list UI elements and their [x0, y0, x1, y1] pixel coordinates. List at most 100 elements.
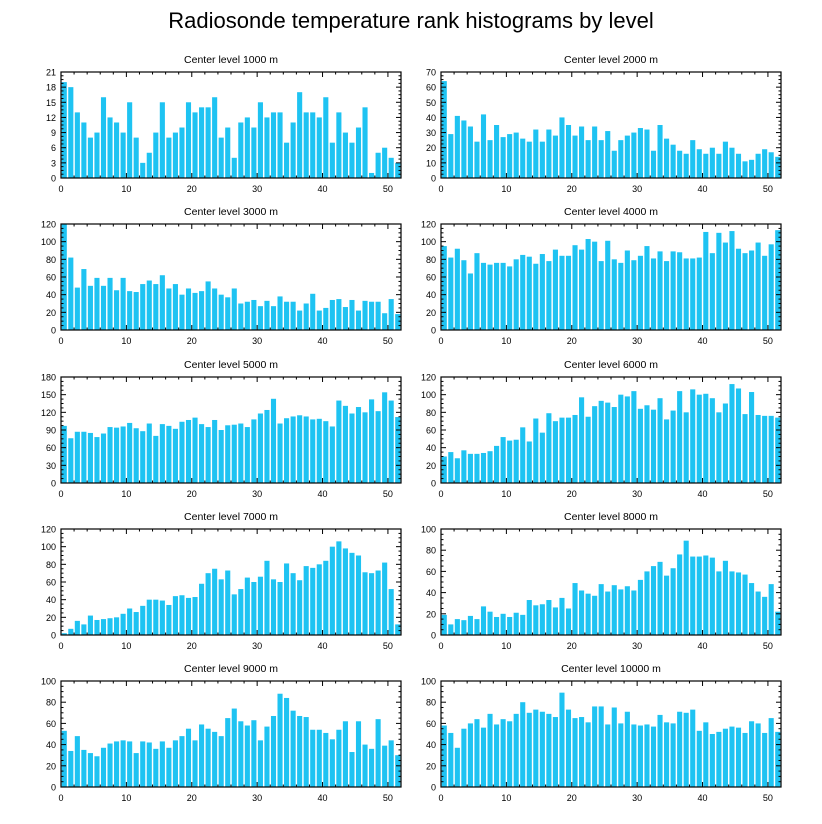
bar	[513, 132, 519, 178]
bar	[212, 419, 218, 483]
bar	[533, 129, 539, 178]
bar	[264, 726, 270, 787]
x-tick-label: 40	[698, 793, 708, 803]
bar	[264, 117, 270, 178]
x-tick-label: 10	[121, 641, 131, 651]
bar	[448, 624, 454, 635]
bar	[631, 590, 637, 635]
bar	[742, 574, 748, 635]
bar	[487, 611, 493, 635]
bar	[441, 81, 447, 178]
y-tick-label: 40	[46, 290, 56, 300]
bar	[297, 310, 303, 330]
x-tick-label: 10	[501, 793, 511, 803]
bar	[507, 134, 513, 178]
bar	[284, 301, 290, 330]
bar	[598, 400, 604, 483]
bar	[559, 692, 565, 787]
panel-10: Center level 10000 m 0 20 40 60 80 100 0 10 20 30 4…	[421, 663, 782, 803]
bar	[735, 153, 742, 178]
bar	[762, 255, 768, 330]
bar	[572, 414, 578, 483]
bar	[467, 126, 473, 178]
bar	[690, 709, 696, 787]
bar	[650, 258, 657, 330]
bar	[133, 137, 139, 178]
bar	[552, 135, 558, 178]
bar	[768, 415, 774, 483]
panel-8: Center level 8000 m 0 20 40 60 80 100 0 10 20 30 40…	[421, 511, 782, 651]
bar	[579, 249, 585, 330]
bar	[68, 628, 74, 635]
bar	[74, 287, 80, 330]
bar	[768, 718, 774, 787]
bar	[153, 435, 159, 483]
bar	[749, 721, 755, 787]
y-tick-label: 80	[46, 698, 56, 708]
x-tick-label: 40	[698, 184, 708, 194]
bar	[487, 451, 493, 483]
bar	[480, 262, 487, 330]
bar	[454, 248, 460, 330]
bar	[749, 583, 755, 635]
bar	[565, 125, 572, 178]
bar	[369, 573, 375, 635]
bar	[539, 711, 545, 787]
bar	[670, 144, 676, 178]
y-tick-label: 60	[426, 426, 436, 436]
bar	[605, 724, 611, 787]
bar	[244, 725, 250, 787]
x-tick-label: 0	[58, 641, 63, 651]
bar	[474, 619, 480, 635]
y-tick-label: 150	[41, 390, 56, 400]
bar	[342, 405, 348, 483]
bar	[388, 740, 394, 787]
y-tick-label: 40	[426, 588, 436, 598]
bar	[166, 425, 172, 483]
bar	[480, 606, 487, 635]
bar	[598, 140, 604, 178]
bar	[487, 264, 493, 330]
bar	[729, 571, 735, 635]
bar	[703, 153, 709, 178]
bar	[729, 147, 735, 178]
bar	[290, 122, 296, 178]
bar	[310, 112, 316, 178]
x-tick-label: 20	[567, 184, 577, 194]
bar	[507, 721, 513, 787]
y-tick-label: 40	[46, 595, 56, 605]
bar	[257, 740, 263, 787]
bar	[716, 731, 722, 787]
y-tick-label: 20	[426, 761, 436, 771]
panel-title: Center level 1000 m	[184, 54, 278, 66]
bar	[277, 582, 283, 635]
y-tick-label: 120	[41, 525, 56, 535]
bar	[657, 561, 663, 635]
bar	[585, 722, 591, 787]
bar	[768, 584, 774, 635]
bar	[218, 137, 224, 178]
bar	[664, 419, 670, 483]
bar	[755, 414, 761, 483]
bar	[657, 125, 663, 178]
bar	[546, 600, 552, 635]
bar	[572, 245, 578, 330]
bar	[375, 570, 381, 635]
bar	[579, 717, 585, 787]
bar	[205, 107, 211, 178]
x-tick-label: 0	[58, 793, 63, 803]
bar	[664, 722, 670, 787]
panel-title: Center level 7000 m	[184, 511, 278, 523]
bar	[683, 153, 689, 178]
bar	[270, 398, 277, 483]
panel-title: Center level 6000 m	[564, 359, 658, 371]
bar	[657, 251, 663, 330]
bar	[696, 730, 702, 787]
bar	[172, 284, 178, 330]
bar	[140, 741, 146, 787]
bar	[716, 412, 722, 483]
bar	[375, 411, 381, 483]
bar	[349, 752, 355, 787]
bar	[670, 410, 676, 483]
